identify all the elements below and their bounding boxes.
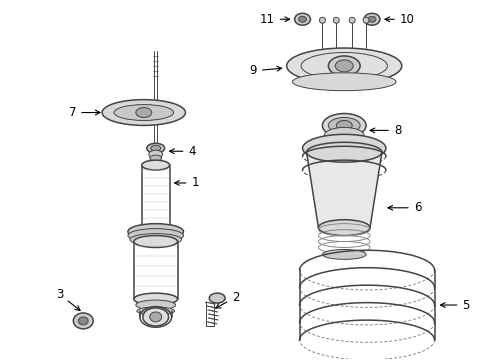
Ellipse shape: [293, 73, 396, 91]
Ellipse shape: [363, 17, 369, 23]
Ellipse shape: [333, 17, 339, 23]
Text: 2: 2: [216, 291, 240, 308]
Text: 4: 4: [170, 145, 196, 158]
Ellipse shape: [319, 17, 325, 23]
Ellipse shape: [322, 113, 366, 137]
Ellipse shape: [328, 117, 360, 133]
Ellipse shape: [136, 300, 175, 310]
Text: 3: 3: [56, 288, 80, 310]
Ellipse shape: [134, 235, 177, 247]
Ellipse shape: [150, 155, 162, 161]
Ellipse shape: [368, 16, 376, 22]
Ellipse shape: [349, 17, 355, 23]
Ellipse shape: [134, 293, 177, 305]
Text: 10: 10: [385, 13, 415, 26]
Ellipse shape: [318, 220, 370, 235]
Ellipse shape: [136, 108, 152, 117]
Ellipse shape: [298, 16, 307, 22]
Ellipse shape: [307, 142, 382, 162]
Ellipse shape: [142, 160, 170, 170]
Ellipse shape: [336, 121, 352, 130]
Ellipse shape: [78, 317, 88, 325]
Text: 1: 1: [174, 176, 199, 189]
Ellipse shape: [287, 48, 402, 84]
Ellipse shape: [150, 312, 162, 322]
Ellipse shape: [114, 105, 173, 121]
Ellipse shape: [322, 249, 366, 260]
Text: 9: 9: [249, 64, 282, 77]
Ellipse shape: [130, 234, 181, 246]
Ellipse shape: [328, 56, 360, 76]
Text: 7: 7: [69, 106, 100, 119]
Ellipse shape: [143, 308, 169, 326]
Text: 8: 8: [370, 124, 401, 137]
Ellipse shape: [151, 145, 161, 151]
Text: 11: 11: [260, 13, 290, 26]
Ellipse shape: [149, 150, 163, 158]
Ellipse shape: [335, 60, 353, 72]
Ellipse shape: [324, 127, 364, 143]
Ellipse shape: [209, 293, 225, 303]
Ellipse shape: [147, 143, 165, 153]
Ellipse shape: [102, 100, 185, 125]
Ellipse shape: [302, 134, 386, 162]
Ellipse shape: [128, 229, 183, 243]
Ellipse shape: [294, 13, 311, 25]
Text: 5: 5: [441, 298, 470, 311]
Polygon shape: [307, 152, 382, 228]
Ellipse shape: [74, 313, 93, 329]
Ellipse shape: [364, 13, 380, 25]
Ellipse shape: [326, 136, 362, 150]
Ellipse shape: [128, 224, 183, 239]
Text: 6: 6: [388, 201, 421, 214]
Ellipse shape: [137, 307, 174, 315]
